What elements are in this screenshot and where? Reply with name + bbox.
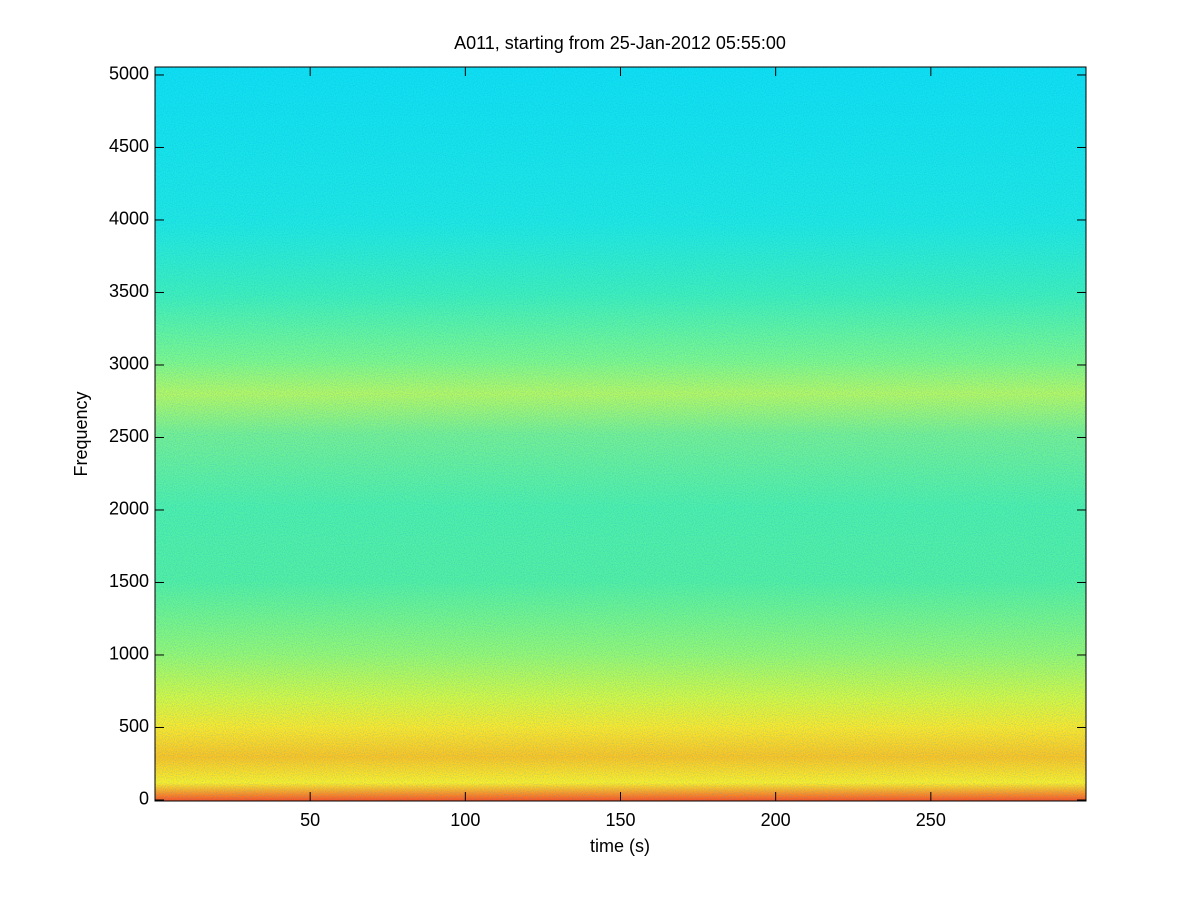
x-tick-label: 200 (761, 810, 791, 830)
y-tick-label: 0 (139, 789, 149, 809)
spectrogram-image (155, 67, 1086, 801)
spectrogram-texture (155, 67, 1086, 801)
y-tick-label: 1000 (109, 644, 149, 664)
y-axis-label: Frequency (71, 391, 91, 476)
y-tick-label: 5000 (109, 64, 149, 84)
y-tick-label: 2000 (109, 499, 149, 519)
y-tick-label: 4500 (109, 136, 149, 156)
y-tick-label: 1500 (109, 571, 149, 591)
x-tick-label: 100 (450, 810, 480, 830)
x-axis-label: time (s) (590, 836, 650, 856)
y-tick-label: 3000 (109, 354, 149, 374)
y-tick-label: 2500 (109, 426, 149, 446)
y-tick-label: 3500 (109, 281, 149, 301)
x-tick-label: 150 (605, 810, 635, 830)
y-tick-label: 500 (119, 716, 149, 736)
x-tick-label: 50 (300, 810, 320, 830)
y-tick-label: 4000 (109, 209, 149, 229)
x-tick-label: 250 (916, 810, 946, 830)
chart-title: A011, starting from 25-Jan-2012 05:55:00 (454, 33, 786, 53)
